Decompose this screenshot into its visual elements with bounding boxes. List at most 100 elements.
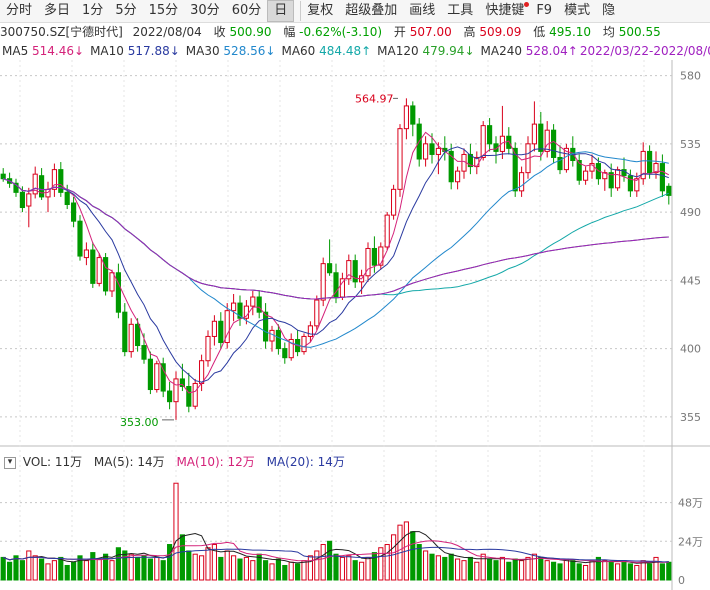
- toolbar-item-0[interactable]: 分时: [6, 3, 33, 18]
- candle-up: [288, 338, 294, 359]
- ma-legend-value: 528.56↓: [223, 44, 276, 58]
- candle-up: [403, 105, 409, 130]
- candle-down: [256, 296, 262, 313]
- ma-legend-label: MA5: [2, 44, 33, 58]
- high-value: 509.09: [479, 25, 522, 39]
- candle-down: [218, 320, 224, 344]
- volume-bar-down: [103, 553, 109, 581]
- candle-up: [231, 302, 237, 312]
- candle-up: [339, 278, 345, 298]
- candle-down: [512, 147, 518, 192]
- candle-down: [160, 363, 166, 392]
- volume-bar-up: [519, 560, 525, 581]
- candle-down: [327, 263, 333, 274]
- candle-down: [237, 302, 243, 319]
- volume-bar-up: [455, 558, 461, 581]
- candle-down: [13, 182, 19, 193]
- candle-up: [480, 125, 486, 158]
- toolbar-item-8[interactable]: 复权: [300, 1, 339, 21]
- candle-down: [64, 191, 70, 206]
- volume-bar-up: [365, 556, 371, 581]
- low-label: 低: [533, 25, 546, 39]
- volume-bar-up: [173, 482, 179, 581]
- low-value: 495.10: [549, 25, 592, 39]
- volume-bar-up: [634, 564, 640, 581]
- volume-bar-up: [435, 555, 441, 581]
- volume-bar-down: [512, 558, 518, 581]
- candle-up: [563, 147, 569, 171]
- candle-down: [371, 247, 377, 266]
- stock-code[interactable]: 300750.SZ[宁德时代]: [0, 25, 123, 39]
- volume-bar-down: [467, 556, 473, 581]
- candle-up: [205, 335, 211, 362]
- volume-bar-up: [128, 553, 134, 581]
- candle-down: [557, 156, 563, 171]
- volume-bar-down: [7, 561, 13, 581]
- candle-down: [506, 135, 512, 149]
- volume-bar-up: [96, 558, 102, 581]
- volume-bar-up: [544, 560, 550, 581]
- candle-up: [173, 378, 179, 403]
- extreme-price-label: 353.00: [120, 416, 159, 429]
- volume-bar-down: [19, 560, 25, 581]
- candle-up: [378, 246, 384, 266]
- open-label: 开: [393, 25, 406, 39]
- volume-bar-down: [487, 558, 493, 581]
- candle-down: [122, 311, 128, 353]
- toolbar-item-7[interactable]: 日: [267, 0, 295, 22]
- price-tick-label: 355: [680, 411, 701, 424]
- collapse-icon[interactable]: ▾: [4, 456, 16, 469]
- candle-down: [103, 257, 109, 292]
- toolbar-item-11[interactable]: 工具: [447, 3, 474, 18]
- volume-bar-up: [288, 561, 294, 581]
- kline-chart[interactable]: 580 535 490 445 400 355 48万 24万 0 564.97 353.00: [0, 60, 710, 590]
- toolbar-item-10[interactable]: 画线: [409, 3, 436, 18]
- toolbar-item-5[interactable]: 30分: [190, 3, 220, 18]
- volume-bar-up: [269, 563, 275, 581]
- candle-up: [96, 257, 102, 284]
- candle-up: [83, 249, 89, 259]
- candle-down: [71, 202, 77, 222]
- candle-up: [423, 143, 429, 160]
- price-tick-label: 400: [680, 343, 701, 356]
- toolbar-item-4[interactable]: 15分: [148, 3, 179, 18]
- candle-up: [211, 320, 217, 337]
- candle-down: [448, 150, 454, 183]
- candle-up: [243, 305, 249, 319]
- volume-bar-down: [666, 561, 672, 581]
- toolbar-item-12[interactable]: 快捷键: [479, 1, 530, 21]
- volume-bar-down: [410, 531, 416, 581]
- notification-dot: [524, 2, 530, 7]
- toolbar-item-14[interactable]: 模式: [564, 3, 591, 18]
- ma-legend-value: 479.94↓: [422, 44, 475, 58]
- toolbar-item-2[interactable]: 1分: [82, 3, 104, 18]
- volume-bar-down: [71, 561, 77, 581]
- toolbar-item-3[interactable]: 5分: [115, 3, 137, 18]
- candle-down: [429, 143, 435, 155]
- candle-down: [0, 173, 6, 180]
- volume-bar-down: [538, 556, 544, 581]
- volume-bar-down: [58, 556, 64, 581]
- candle-up: [397, 128, 403, 190]
- quote-info-bar: 300750.SZ[宁德时代] 2022/08/04 收 500.90 幅 -0…: [0, 23, 710, 42]
- candle-up: [653, 163, 659, 174]
- candle-down: [487, 125, 493, 145]
- volume-bar-up: [602, 560, 608, 581]
- toolbar-item-15[interactable]: 隐: [602, 3, 616, 18]
- volume-bar-up: [378, 547, 384, 581]
- candle-up: [301, 335, 307, 353]
- candle-up: [384, 214, 390, 248]
- ma10-line: [3, 146, 669, 383]
- candle-down: [275, 329, 281, 350]
- volume-bar-up: [314, 550, 320, 581]
- volume-bar-down: [627, 563, 633, 581]
- candle-up: [391, 188, 397, 216]
- volume-bar-up: [205, 547, 211, 581]
- toolbar-item-1[interactable]: 多日: [44, 3, 71, 18]
- volume-bar-up: [192, 553, 198, 581]
- volume-bar-up: [640, 560, 646, 581]
- toolbar-item-13[interactable]: F9: [536, 3, 553, 18]
- toolbar-item-9[interactable]: 超级叠加: [345, 3, 398, 18]
- toolbar-item-6[interactable]: 60分: [231, 3, 262, 18]
- volume-bar-up: [26, 550, 32, 581]
